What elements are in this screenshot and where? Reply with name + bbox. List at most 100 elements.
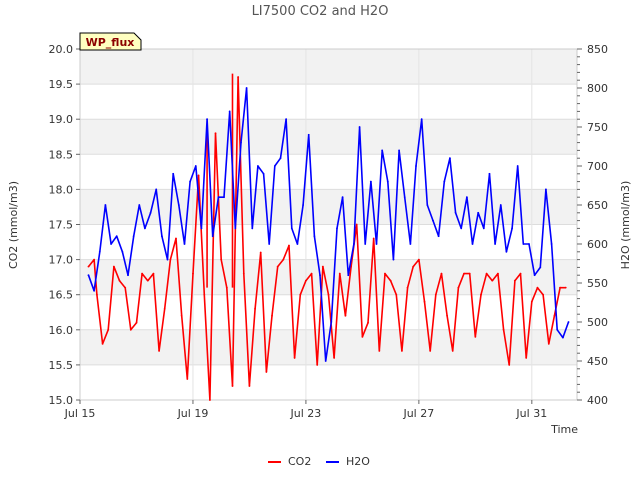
data-point-co2	[530, 300, 533, 303]
series-line-co2	[87, 76, 566, 401]
data-point-co2	[158, 349, 160, 352]
data-point-co2	[87, 265, 90, 268]
right-tick-label: 550	[587, 277, 608, 290]
data-point-h2o	[257, 165, 259, 167]
data-point-co2	[163, 307, 166, 310]
left-tick-label: 19.0	[49, 113, 74, 126]
x-tick-label: Jul 27	[402, 407, 434, 420]
data-point-co2	[299, 293, 302, 296]
data-point-co2	[536, 286, 539, 289]
data-point-co2	[446, 314, 449, 317]
left-tick-label: 19.5	[49, 78, 74, 91]
data-point-h2o	[290, 227, 293, 230]
x-tick-label: Jul 31	[515, 407, 547, 420]
data-point-h2o	[200, 227, 203, 230]
right-tick-label: 450	[587, 355, 608, 368]
data-point-co2	[513, 279, 516, 282]
data-point-co2	[316, 364, 319, 366]
left-tick-label: 17.0	[49, 254, 74, 267]
data-point-co2	[547, 342, 550, 345]
data-point-h2o	[341, 196, 344, 199]
data-point-co2	[367, 321, 369, 324]
data-point-co2	[197, 174, 200, 177]
data-point-co2	[338, 272, 341, 275]
data-point-co2	[118, 279, 121, 282]
data-point-h2o	[183, 243, 186, 245]
data-point-h2o	[211, 235, 214, 238]
data-point-h2o	[279, 157, 282, 160]
data-point-h2o	[144, 227, 146, 230]
data-point-h2o	[415, 165, 417, 167]
data-point-h2o	[426, 204, 429, 206]
data-point-h2o	[488, 172, 491, 175]
data-point-co2	[265, 371, 268, 373]
data-point-co2	[180, 314, 183, 317]
data-point-co2	[175, 237, 177, 240]
data-point-co2	[519, 272, 522, 275]
series-line-h2o	[87, 87, 570, 362]
data-point-co2	[112, 265, 115, 268]
data-point-h2o	[516, 165, 519, 167]
left-tick-label: 15.5	[49, 359, 74, 372]
data-point-co2	[401, 349, 403, 352]
data-point-co2	[333, 356, 336, 359]
data-point-co2	[468, 272, 471, 275]
y-axis-label-left: CO2 (mmol/m3)	[7, 181, 20, 269]
data-point-co2	[355, 223, 358, 226]
data-point-h2o	[296, 243, 299, 245]
data-point-co2	[361, 335, 364, 338]
data-point-co2	[559, 286, 561, 289]
data-point-h2o	[206, 118, 208, 121]
badge-shape	[79, 32, 142, 51]
data-point-h2o	[115, 235, 118, 238]
data-point-co2	[423, 300, 426, 303]
left-tick-label: 16.0	[49, 324, 74, 337]
right-axis-ticks: 400 450 500 550 600 650 700 750 800 850	[577, 43, 608, 407]
data-point-h2o	[177, 204, 180, 206]
data-point-co2	[141, 272, 144, 275]
left-tick-label: 17.5	[49, 219, 74, 232]
data-point-co2	[271, 314, 273, 317]
data-point-h2o	[353, 243, 355, 245]
data-point-h2o	[324, 360, 327, 362]
data-point-h2o	[307, 133, 310, 136]
data-point-h2o	[550, 243, 553, 245]
data-point-h2o	[330, 321, 333, 323]
data-point-h2o	[251, 227, 254, 230]
data-point-co2	[344, 314, 347, 317]
data-point-co2	[429, 349, 432, 352]
right-tick-label: 650	[587, 199, 608, 212]
data-point-co2	[525, 356, 528, 359]
data-point-h2o	[223, 196, 225, 199]
data-point-h2o	[432, 219, 434, 222]
data-point-h2o	[234, 227, 237, 230]
data-point-co2	[434, 293, 437, 296]
data-point-co2	[248, 385, 251, 387]
data-point-co2	[321, 265, 324, 268]
data-point-co2	[107, 328, 110, 331]
data-point-h2o	[477, 211, 480, 214]
data-point-co2	[440, 272, 443, 275]
data-point-co2	[220, 258, 223, 261]
left-tick-label: 18.5	[49, 148, 74, 161]
data-point-h2o	[358, 126, 361, 128]
data-point-h2o	[398, 149, 400, 152]
data-point-h2o	[364, 243, 367, 245]
data-point-co2	[96, 293, 98, 296]
data-point-co2	[553, 314, 556, 317]
data-point-h2o	[138, 204, 141, 206]
data-point-co2	[406, 286, 409, 289]
data-point-h2o	[166, 258, 169, 261]
data-point-h2o	[539, 266, 542, 269]
data-point-co2	[152, 272, 155, 275]
data-point-h2o	[386, 180, 389, 183]
data-point-h2o	[268, 243, 271, 245]
data-point-co2	[378, 349, 381, 352]
data-point-h2o	[217, 196, 220, 199]
data-point-h2o	[443, 180, 446, 183]
data-point-h2o	[132, 235, 135, 238]
data-point-co2	[491, 279, 494, 282]
data-point-h2o	[347, 274, 350, 277]
data-point-h2o	[172, 172, 175, 175]
legend-label-co2: CO2	[288, 455, 311, 468]
